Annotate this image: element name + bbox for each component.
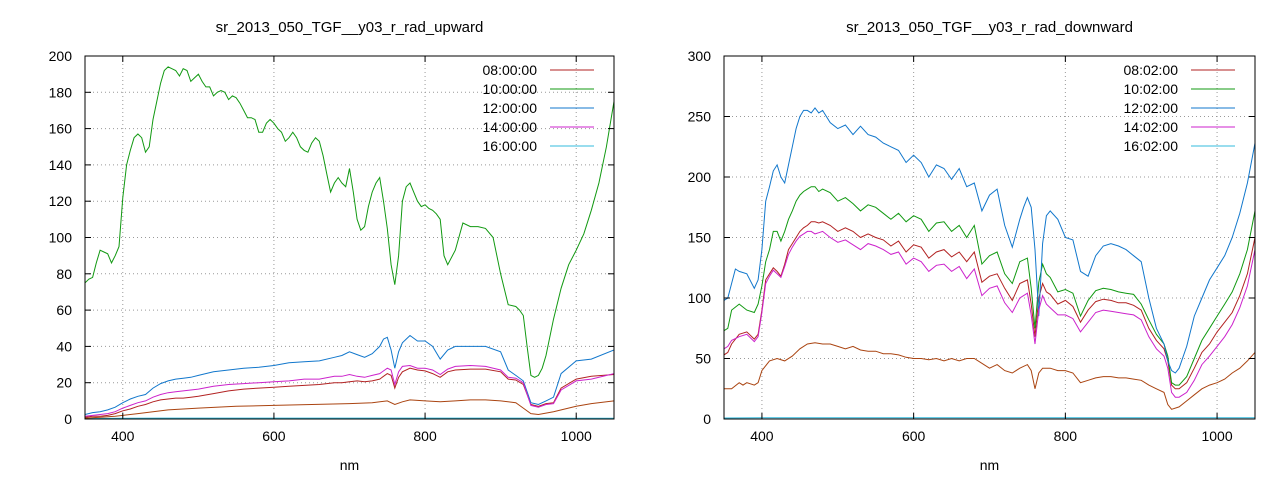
chart-2-ytick-label-6: 300 xyxy=(688,48,712,64)
chart-2-series-100200 xyxy=(724,186,1255,386)
chart-2-legend: 08:02:00 10:02:00 12:02:00 14:02:00 16:02:00 xyxy=(1124,62,1235,154)
chart-2-plot-area xyxy=(724,107,1255,419)
chart-1-series-unlabeled-5 xyxy=(85,399,614,419)
chart-2-legend-label-0: 08:02:00 xyxy=(1124,62,1179,78)
chart-1-series-080000 xyxy=(85,367,614,418)
chart-2-xtick-label-0: 400 xyxy=(750,428,774,444)
chart-2-legend-label-1: 10:02:00 xyxy=(1124,81,1179,97)
chart-1-series-100000 xyxy=(85,66,614,378)
chart-2-xtick-label-1: 600 xyxy=(902,428,926,444)
chart-2-legend-label-2: 12:02:00 xyxy=(1124,100,1179,116)
chart-2-ytick-label-2: 100 xyxy=(688,290,712,306)
chart-2-xlabel: nm xyxy=(980,457,999,473)
chart-1-xtick-label-2: 800 xyxy=(413,428,437,444)
chart-1-xlabel: nm xyxy=(340,457,359,473)
chart-2-legend-label-3: 14:02:00 xyxy=(1124,119,1179,135)
chart-1-series-120000 xyxy=(85,334,614,415)
chart-1-ytick-label-4: 80 xyxy=(56,266,72,282)
chart-1-legend-label-1: 10:00:00 xyxy=(483,81,538,97)
chart-1-xtick-label-3: 1000 xyxy=(561,428,592,444)
chart-1-ytick-label-10: 200 xyxy=(49,48,73,64)
chart-1-title: sr_2013_050_TGF__y03_r_rad_upward xyxy=(216,19,484,36)
chart-2-title: sr_2013_050_TGF__y03_r_rad_downward xyxy=(846,19,1133,36)
chart-1-xtick-label-1: 600 xyxy=(262,428,286,444)
chart-2-ytick-label-0: 0 xyxy=(703,411,711,427)
chart-1-ytick-label-1: 20 xyxy=(56,375,72,391)
chart-1-series-140000 xyxy=(85,364,614,417)
chart-1-legend-label-0: 08:00:00 xyxy=(483,62,538,78)
chart-2: sr_2013_050_TGF__y03_r_rad_downward 0 50 10… xyxy=(688,19,1256,473)
chart-1-ytick-label-9: 180 xyxy=(49,84,73,100)
chart-2-series-unlabeled-5 xyxy=(724,342,1255,410)
chart-1-legend: 08:00:00 10:00:00 12:00:00 14:00:00 16:00:00 xyxy=(483,62,594,154)
chart-2-ytick-label-3: 150 xyxy=(688,230,712,246)
chart-1-legend-label-4: 16:00:00 xyxy=(483,138,538,154)
chart-2-xtick-label-2: 800 xyxy=(1054,428,1078,444)
chart-2-legend-label-4: 16:02:00 xyxy=(1124,138,1179,154)
chart-2-series-080200 xyxy=(724,221,1255,390)
chart-2-ytick-label-5: 250 xyxy=(688,109,712,125)
chart-1-xtick-label-0: 400 xyxy=(111,428,135,444)
chart-1-ytick-label-2: 40 xyxy=(56,338,72,354)
chart-2-ytick-label-4: 200 xyxy=(688,169,712,185)
chart-2-series-140200 xyxy=(724,230,1255,398)
chart-1: sr_2013_050_TGF__y03_r_rad_upward 0 20 40 60… xyxy=(49,19,615,473)
chart-1-plot-area xyxy=(85,66,614,419)
chart-1-ytick-label-7: 140 xyxy=(49,157,73,173)
chart-1-ytick-label-8: 160 xyxy=(49,121,73,137)
chart-1-ytick-label-6: 120 xyxy=(49,193,73,209)
chart-2-series-120200 xyxy=(724,107,1255,374)
chart-1-ytick-label-3: 60 xyxy=(56,302,72,318)
chart-1-ytick-label-0: 0 xyxy=(64,411,72,427)
chart-2-xtick-label-3: 1000 xyxy=(1201,428,1232,444)
chart-1-legend-label-2: 12:00:00 xyxy=(483,100,538,116)
chart-1-ytick-label-5: 100 xyxy=(49,230,73,246)
chart-2-ytick-label-1: 50 xyxy=(695,351,711,367)
chart-1-legend-label-3: 14:00:00 xyxy=(483,119,538,135)
